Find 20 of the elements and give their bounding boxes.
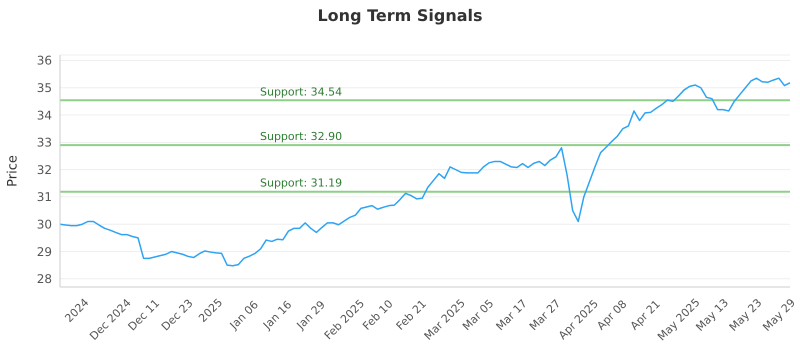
y-tick-label: 32 bbox=[36, 162, 52, 177]
y-tick-label: 29 bbox=[36, 244, 52, 259]
ref-line-label: Support: 32.90 bbox=[260, 130, 342, 144]
y-tick-label: 34 bbox=[36, 108, 52, 122]
line-series bbox=[59, 77, 791, 266]
y-tick-label: 30 bbox=[36, 217, 52, 232]
chart-title: Long Term Signals bbox=[316, 6, 484, 25]
x-tick-label: Jan 06 bbox=[226, 298, 261, 333]
x-tick-label: Jan 16 bbox=[260, 298, 294, 333]
y-axis-title: Price bbox=[6, 155, 21, 187]
x-tick-label: Dec 23 bbox=[158, 296, 196, 334]
ref-line-label: Support: 31.19 bbox=[260, 176, 342, 190]
x-tick-label: Mar 17 bbox=[494, 296, 530, 334]
y-tick-label: 31 bbox=[36, 190, 52, 204]
ref-line-label: Support: 34.54 bbox=[260, 85, 342, 98]
x-tick-label: Feb 21 bbox=[394, 297, 429, 333]
y-tick-label: 36 bbox=[36, 54, 52, 68]
y-tick-label: 35 bbox=[36, 81, 52, 96]
y-tick-label: 28 bbox=[36, 272, 52, 286]
y-tick-label: 33 bbox=[36, 136, 52, 150]
